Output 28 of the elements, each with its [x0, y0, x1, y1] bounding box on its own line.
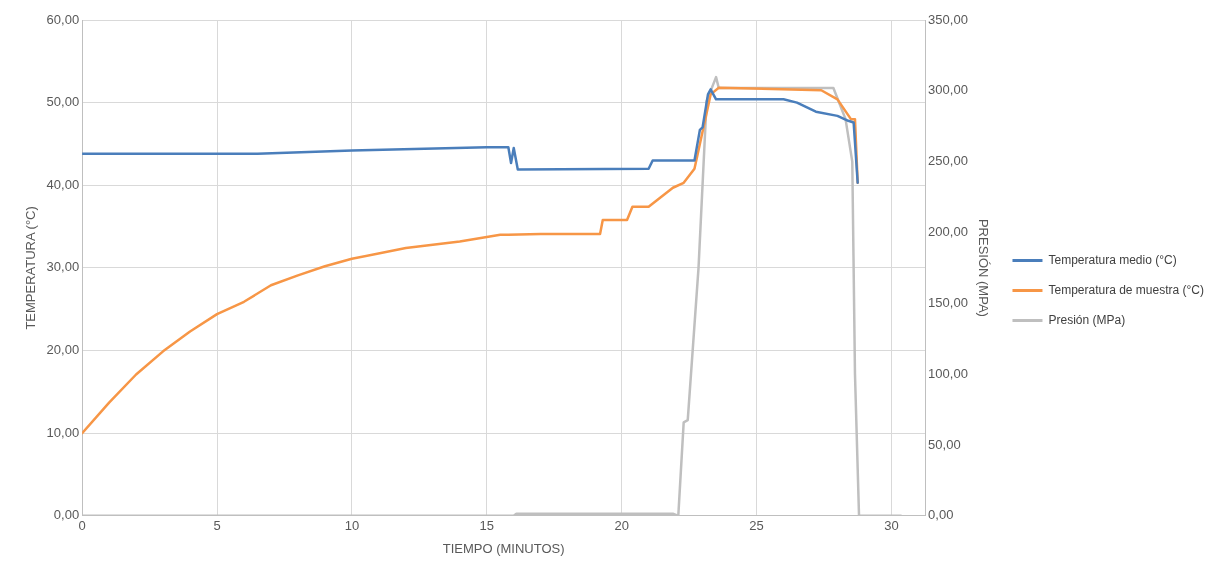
y-tick-label: 20,00 — [46, 342, 80, 358]
legend-label: Temperatura de muestra (°C) — [1048, 282, 1205, 297]
y-tick-label: 40,00 — [46, 176, 80, 192]
y2-axis-title: PRESIÓN (MPA) — [976, 218, 992, 317]
y2-tick-label: 300,00 — [928, 82, 968, 98]
y-tick-label: 10,00 — [46, 424, 80, 440]
y-tick-label: 30,00 — [46, 259, 80, 275]
x-tick-label: 30 — [884, 518, 899, 534]
legend-label: Temperatura medio (°C) — [1048, 252, 1177, 267]
x-tick-label: 10 — [344, 518, 360, 534]
y2-tick-label: 200,00 — [928, 224, 968, 240]
x-tick-label: 0 — [78, 518, 86, 534]
legend-label: Presión (MPa) — [1048, 312, 1126, 327]
x-axis-title: TIEMPO (MINUTOS) — [442, 540, 565, 556]
x-tick-label: 20 — [614, 518, 629, 534]
x-tick-label: 25 — [749, 518, 764, 534]
y2-tick-label: 0,00 — [928, 507, 954, 523]
y2-tick-label: 50,00 — [928, 436, 961, 452]
y2-tick-label: 250,00 — [928, 153, 968, 169]
y-tick-label: 50,00 — [46, 94, 80, 110]
y-axis-title: TEMPERATURA (°C) — [23, 206, 39, 330]
y2-tick-label: 100,00 — [928, 365, 968, 381]
y-tick-label: 0,00 — [53, 507, 80, 523]
y2-tick-label: 150,00 — [928, 294, 968, 310]
x-tick-label: 5 — [213, 518, 221, 534]
y-tick-label: 60,00 — [46, 11, 80, 27]
y2-tick-label: 350,00 — [928, 11, 968, 27]
x-tick-label: 15 — [479, 518, 494, 534]
